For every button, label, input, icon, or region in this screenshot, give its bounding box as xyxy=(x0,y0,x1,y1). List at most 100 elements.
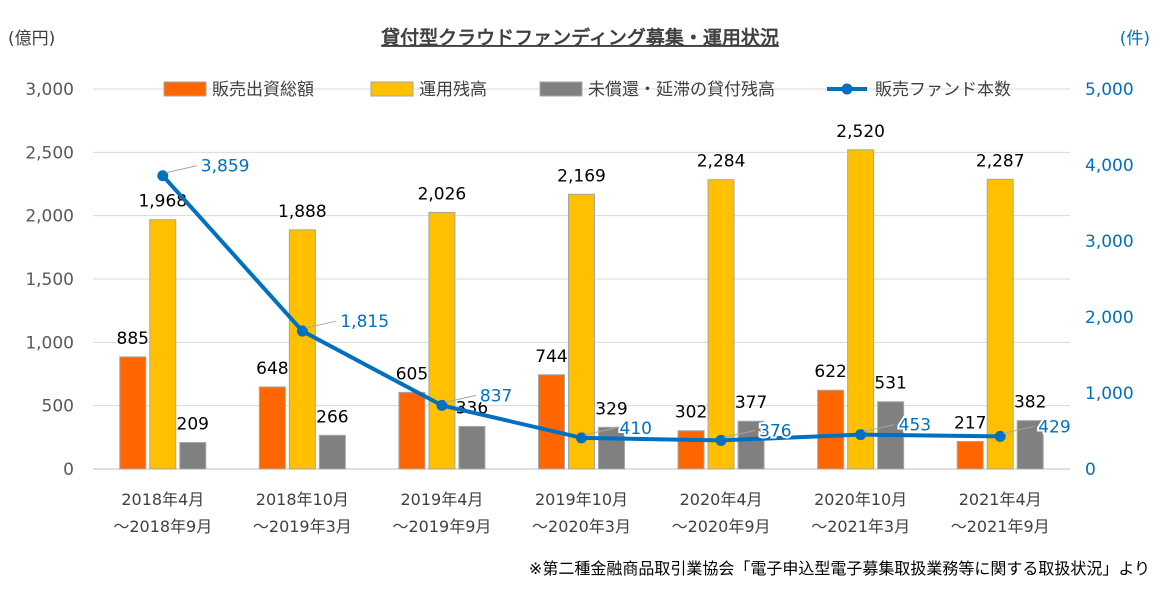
bar xyxy=(538,374,565,470)
bar xyxy=(737,420,765,470)
category-label-line2: ～2018年9月 xyxy=(113,517,212,536)
chart-title: 貸付型クラウドファンディング募集・運用状況 xyxy=(380,26,779,49)
bar xyxy=(258,386,286,470)
funds-data-label: 837 xyxy=(480,386,512,406)
bar-data-label: 1,888 xyxy=(278,202,327,222)
bar-data-label: 2,169 xyxy=(557,166,606,186)
bar xyxy=(149,219,177,470)
bar-data-label: 1,968 xyxy=(138,192,187,212)
left-axis-tick-label: 0 xyxy=(63,460,74,480)
bar xyxy=(568,193,595,470)
legend-swatch xyxy=(163,81,207,97)
line-series: 3,859 1,815 837 410 376 453 429 xyxy=(157,155,1073,446)
funds-point xyxy=(715,434,727,446)
category-label-line1: 2018年10月 xyxy=(256,490,349,509)
category-label-line1: 2021年4月 xyxy=(959,490,1042,509)
bar-data-label: 329 xyxy=(595,399,627,419)
bar-data-label: 605 xyxy=(396,364,428,384)
bar-data-label: 266 xyxy=(316,407,348,427)
right-axis-tick-label: 1,000 xyxy=(1085,384,1134,404)
left-axis-tick-label: 2,500 xyxy=(25,143,74,163)
bar xyxy=(428,211,456,470)
bar-series xyxy=(119,149,1044,470)
left-axis-tick-label: 500 xyxy=(42,397,74,417)
category-label-line2: ～2019年9月 xyxy=(392,517,491,536)
funds-point xyxy=(994,430,1006,442)
bar-data-label: 648 xyxy=(256,359,288,379)
bar-data-label: 377 xyxy=(735,393,767,413)
bar-data-label: 531 xyxy=(874,374,906,394)
category-label-line2: ～2020年9月 xyxy=(672,517,771,536)
funds-leader-line xyxy=(723,429,756,438)
left-axis-tick-label: 2,000 xyxy=(25,207,74,227)
funds-data-label: 3,859 xyxy=(201,157,250,177)
category-label-line1: 2019年10月 xyxy=(535,490,628,509)
bar xyxy=(288,229,316,470)
legend-marker xyxy=(841,83,853,95)
left-axis-tick-label: 1,000 xyxy=(25,333,74,353)
legend-swatch xyxy=(370,81,414,97)
bar xyxy=(986,178,1014,470)
funds-data-label: 1,815 xyxy=(340,312,389,332)
left-axis-unit: (億円) xyxy=(8,29,55,49)
category-label-line2: ～2020年3月 xyxy=(532,517,631,536)
left-axis-tick-label: 1,500 xyxy=(25,270,74,290)
right-axis-tick-label: 5,000 xyxy=(1085,80,1134,100)
funds-data-label: 453 xyxy=(899,416,931,436)
bar-data-label: 885 xyxy=(117,329,149,349)
legend-label: 運用残高 xyxy=(419,80,487,100)
funds-point xyxy=(296,325,308,337)
bar xyxy=(817,389,845,470)
left-axis-tick-label: 3,000 xyxy=(25,80,74,100)
category-label-line1: 2020年10月 xyxy=(814,490,907,509)
category-axis-labels: 2018年4月 ～2018年9月 2018年10月 ～2019年3月 2019年4月 ～2… xyxy=(113,490,1049,536)
right-axis-ticks: 0 1,000 2,000 3,000 4,000 5,000 xyxy=(1085,80,1134,480)
funds-point xyxy=(576,432,587,444)
category-label-line2: ～2021年9月 xyxy=(951,517,1050,536)
bar-data-label: 744 xyxy=(535,347,567,367)
right-axis-tick-label: 3,000 xyxy=(1085,232,1134,252)
bar-data-label: 2,284 xyxy=(697,152,746,172)
funds-point xyxy=(855,429,867,441)
bar xyxy=(119,356,147,470)
funds-leader-line xyxy=(444,394,477,403)
funds-leader-line xyxy=(165,165,197,174)
category-label-line1: 2018年4月 xyxy=(121,490,204,509)
bar-data-label: 2,287 xyxy=(976,151,1025,171)
bar xyxy=(458,425,486,470)
bar xyxy=(707,179,735,470)
bar-data-label: 2,520 xyxy=(836,122,885,142)
funds-data-label: 376 xyxy=(759,421,791,441)
right-axis-unit: (件) xyxy=(1120,29,1150,49)
right-axis-tick-label: 2,000 xyxy=(1085,308,1134,328)
funds-leader-line xyxy=(584,427,616,436)
right-axis-tick-label: 0 xyxy=(1085,460,1096,480)
bar xyxy=(318,434,346,470)
bar xyxy=(1016,420,1044,470)
funds-point xyxy=(436,399,448,411)
bar-data-label: 217 xyxy=(954,414,986,434)
legend: 販売出資総額 運用残高 未償還・延滞の貸付残高 販売ファンド本数 xyxy=(163,80,1011,100)
bar-data-label: 302 xyxy=(675,403,707,423)
funds-leader-line xyxy=(863,424,895,433)
bar xyxy=(677,430,705,470)
legend-label: 販売出資総額 xyxy=(212,80,314,100)
bar xyxy=(956,441,984,470)
funds-leader-line xyxy=(1003,425,1035,434)
funds-data-label: 429 xyxy=(1038,417,1070,437)
bar-data-label: 2,026 xyxy=(418,184,467,204)
category-label-line2: ～2019年3月 xyxy=(253,517,352,536)
right-axis-tick-label: 4,000 xyxy=(1085,156,1134,176)
legend-label: 未償還・延滞の貸付残高 xyxy=(588,80,775,100)
bar-data-label: 382 xyxy=(1014,393,1046,413)
bar-data-labels: 8851,9682096481,8882666052,0263367442,16… xyxy=(117,122,1047,435)
bar-data-label: 209 xyxy=(177,415,209,435)
bar-data-label: 622 xyxy=(814,362,846,382)
funds-data-label: 410 xyxy=(620,419,652,439)
left-axis-ticks: 0 500 1,000 1,500 2,000 2,500 3,000 xyxy=(25,80,74,480)
bar xyxy=(179,442,207,470)
bar xyxy=(398,391,426,470)
category-label-line1: 2020年4月 xyxy=(680,490,763,509)
funds-point xyxy=(157,170,169,182)
